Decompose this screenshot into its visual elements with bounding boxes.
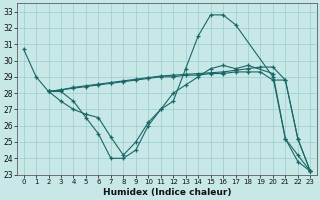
X-axis label: Humidex (Indice chaleur): Humidex (Indice chaleur) (103, 188, 231, 197)
